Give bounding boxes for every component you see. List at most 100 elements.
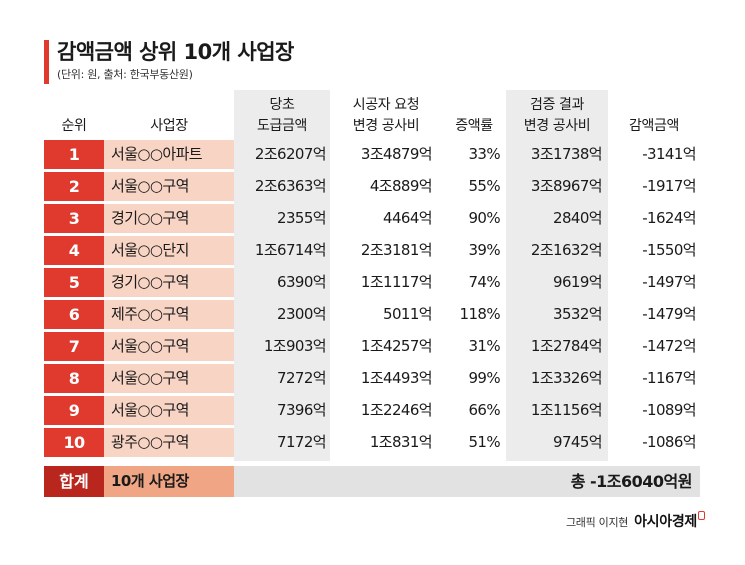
increase-rate-cell: 51% — [468, 433, 500, 451]
header-original-line1: 당초 — [269, 97, 295, 113]
rank-cell: 4 — [44, 236, 104, 265]
increase-rate-cell: 33% — [468, 145, 500, 163]
original-amount-cell: 7272억 — [277, 369, 327, 387]
original-amount-cell: 1조903억 — [263, 337, 327, 355]
total-sum: 총 -1조6040억원 — [234, 466, 700, 497]
table-row: 7 서울○○구역 1조903억 1조4257억 31% 1조2784억 -147… — [44, 332, 700, 361]
site-cell: 경기○○구역 — [104, 268, 234, 297]
site-cell: 서울○○구역 — [104, 396, 234, 425]
table-row: 10 광주○○구역 7172억 1조831억 51% 9745억 -1086억 — [44, 428, 700, 457]
table-row: 4 서울○○단지 1조6714억 2조3181억 39% 2조1632억 -15… — [44, 236, 700, 265]
brand-logo-text: 아시아경제 — [634, 514, 697, 530]
verified-cost-cell: 3조8967억 — [530, 177, 603, 195]
reduction-amount-cell: -1167억 — [642, 369, 696, 387]
verified-cost-cell: 9619억 — [553, 273, 603, 291]
page-title: 감액금액 상위 10개 사업장 — [57, 40, 294, 64]
site-cell: 서울○○구역 — [104, 172, 234, 201]
header-verified-line1: 검증 결과 — [530, 97, 584, 113]
reduction-amount-cell: -3141억 — [642, 145, 696, 163]
rank-cell: 3 — [44, 204, 104, 233]
increase-rate-cell: 99% — [468, 369, 500, 387]
requested-cost-cell: 4464억 — [383, 209, 433, 227]
rank-cell: 5 — [44, 268, 104, 297]
rank-cell: 7 — [44, 332, 104, 361]
original-amount-cell: 7172억 — [277, 433, 327, 451]
reduction-amount-cell: -1086억 — [642, 433, 696, 451]
header-reduction: 감액금액 — [629, 118, 679, 134]
rank-cell: 6 — [44, 300, 104, 329]
site-cell: 서울○○아파트 — [104, 140, 234, 169]
header-site: 사업장 — [150, 118, 188, 134]
total-row: 합계 10개 사업장 총 -1조6040억원 — [44, 466, 700, 497]
verified-cost-cell: 1조1156억 — [530, 401, 603, 419]
increase-rate-cell: 118% — [459, 305, 501, 323]
verified-cost-cell: 1조3326억 — [530, 369, 603, 387]
header-rate: 증액률 — [455, 118, 493, 134]
header-rank: 순위 — [61, 118, 87, 134]
header-verified-line2: 변경 공사비 — [523, 118, 591, 134]
rank-cell: 1 — [44, 140, 104, 169]
increase-rate-cell: 74% — [468, 273, 500, 291]
verified-cost-cell: 9745억 — [553, 433, 603, 451]
requested-cost-cell: 5011억 — [383, 305, 433, 323]
verified-cost-cell: 2조1632억 — [530, 241, 603, 259]
requested-cost-cell: 1조4493억 — [360, 369, 433, 387]
rank-cell: 8 — [44, 364, 104, 393]
reduction-amount-cell: -1917억 — [642, 177, 696, 195]
site-cell: 서울○○단지 — [104, 236, 234, 265]
original-amount-cell: 2355억 — [277, 209, 327, 227]
requested-cost-cell: 4조889억 — [369, 177, 433, 195]
credit-line: 그래픽 이지현 아시아경제 — [566, 511, 705, 531]
original-amount-cell: 2조6207억 — [254, 145, 327, 163]
reduction-amount-cell: -1472억 — [642, 337, 696, 355]
site-cell: 서울○○구역 — [104, 332, 234, 361]
header-requested-line1: 시공자 요청 — [352, 97, 420, 113]
page-subtitle: (단위: 원, 출처: 한국부동산원) — [57, 68, 193, 81]
verified-cost-cell: 3532억 — [553, 305, 603, 323]
reduction-amount-cell: -1624억 — [642, 209, 696, 227]
shade-verified-column — [506, 90, 608, 461]
verified-cost-cell: 3조1738억 — [530, 145, 603, 163]
verified-cost-cell: 2840억 — [553, 209, 603, 227]
rank-cell: 2 — [44, 172, 104, 201]
original-amount-cell: 7396억 — [277, 401, 327, 419]
rank-cell: 10 — [44, 428, 104, 457]
header-original-line2: 도급금액 — [257, 118, 307, 134]
site-cell: 제주○○구역 — [104, 300, 234, 329]
table-row: 6 제주○○구역 2300억 5011억 118% 3532억 -1479억 — [44, 300, 700, 329]
reduction-amount-cell: -1089억 — [642, 401, 696, 419]
requested-cost-cell: 2조3181억 — [360, 241, 433, 259]
requested-cost-cell: 1조2246억 — [360, 401, 433, 419]
site-cell: 경기○○구역 — [104, 204, 234, 233]
increase-rate-cell: 66% — [468, 401, 500, 419]
original-amount-cell: 1조6714억 — [254, 241, 327, 259]
verified-cost-cell: 1조2784억 — [530, 337, 603, 355]
table-row: 2 서울○○구역 2조6363억 4조889억 55% 3조8967억 -191… — [44, 172, 700, 201]
requested-cost-cell: 1조1117억 — [360, 273, 433, 291]
requested-cost-cell: 1조4257억 — [360, 337, 433, 355]
total-label: 합계 — [44, 466, 104, 497]
table-row: 3 경기○○구역 2355억 4464억 90% 2840억 -1624억 — [44, 204, 700, 233]
original-amount-cell: 6390억 — [277, 273, 327, 291]
table-row: 5 경기○○구역 6390억 1조1117억 74% 9619억 -1497억 — [44, 268, 700, 297]
table-row: 1 서울○○아파트 2조6207억 3조4879억 33% 3조1738억 -3… — [44, 140, 700, 169]
reduction-amount-cell: -1497억 — [642, 273, 696, 291]
table-row: 8 서울○○구역 7272억 1조4493억 99% 1조3326억 -1167… — [44, 364, 700, 393]
total-count: 10개 사업장 — [104, 466, 234, 497]
requested-cost-cell: 3조4879억 — [360, 145, 433, 163]
brand-mark-icon — [698, 511, 705, 520]
increase-rate-cell: 31% — [468, 337, 500, 355]
rank-cell: 9 — [44, 396, 104, 425]
graphic-credit: 그래픽 이지현 — [565, 516, 629, 529]
reduction-amount-cell: -1550억 — [642, 241, 696, 259]
increase-rate-cell: 39% — [468, 241, 500, 259]
table-row: 9 서울○○구역 7396억 1조2246억 66% 1조1156억 -1089… — [44, 396, 700, 425]
reduction-amount-cell: -1479억 — [642, 305, 696, 323]
title-accent-bar — [44, 40, 49, 84]
original-amount-cell: 2조6363억 — [254, 177, 327, 195]
increase-rate-cell: 55% — [468, 177, 500, 195]
increase-rate-cell: 90% — [468, 209, 500, 227]
header-requested-line2: 변경 공사비 — [352, 118, 420, 134]
shade-original-column — [234, 90, 330, 461]
site-cell: 광주○○구역 — [104, 428, 234, 457]
